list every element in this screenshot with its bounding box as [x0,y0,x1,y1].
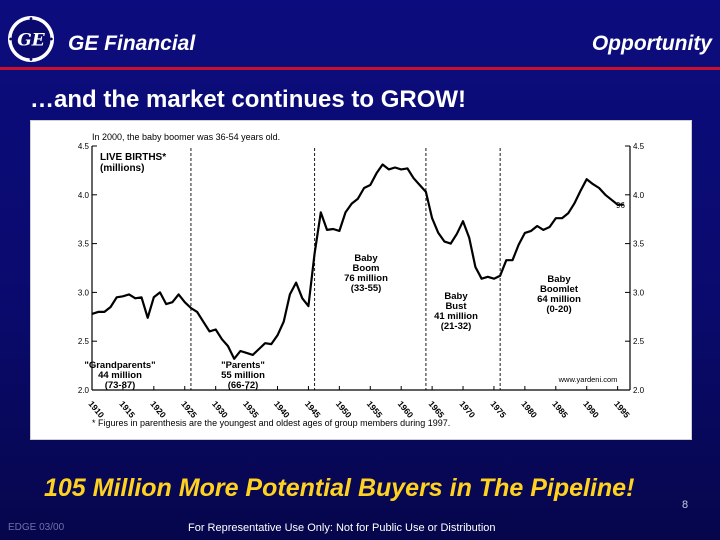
annotation-baby-boomlet: Baby Boomlet 64 million (0-20) [537,274,581,315]
annotation-line: "Grandparents" [84,360,155,371]
header-divider [0,67,720,70]
chart-series [91,163,624,360]
section-title: Opportunity [591,32,712,55]
annotation-line: (0-20) [546,304,571,315]
annotation-line: 76 million [344,273,388,284]
annotation-line: Baby [547,274,571,285]
annotation-line: 64 million [537,294,581,305]
slide-title: …and the market continues to GROW! [30,86,467,113]
y-tick-label: 4.5 [78,142,90,151]
tagline: 105 Million More Potential Buyers in The… [44,474,635,502]
y-tick-label: 2.0 [78,386,90,395]
chart-source: www.yardeni.com [558,375,618,384]
annotation-line: Baby [354,253,378,264]
y-tick-label: 2.5 [78,337,90,346]
live-births-line [91,163,624,360]
annotation-line: (21-32) [441,321,472,332]
chart-title: LIVE BIRTHS* [100,152,166,163]
y-tick-label: 3.0 [633,288,645,297]
page-number: 8 [682,499,689,511]
ge-logo-lettering: GE [17,31,46,51]
y-tick-label: 3.5 [633,240,645,249]
annotation-line: (73-87) [105,380,136,391]
chart-top-note: In 2000, the baby boomer was 36-54 years… [92,132,280,142]
annotation-line: "Parents" [221,360,265,371]
live-births-chart: In 2000, the baby boomer was 36-54 years… [30,120,692,440]
brand-name: GE Financial [68,32,196,55]
annotation-line: Boom [353,263,380,274]
y-tick-label: 3.5 [78,240,90,249]
y-tick-label: 4.0 [633,191,645,200]
annotation-line: (66-72) [228,380,259,391]
series-end-label: 96 [616,201,625,210]
annotation-line: Bust [445,301,467,312]
annotation-baby-boom: Baby Boom 76 million (33-55) [344,253,388,294]
y-tick-label: 4.5 [633,142,645,151]
annotation-line: 44 million [98,370,142,381]
ge-logo-icon: GE [8,16,54,62]
annotation-grandparents: "Grandparents" 44 million (73-87) [84,360,155,391]
chart-unit: (millions) [100,163,144,174]
annotation-line: Baby [444,291,468,302]
y-tick-label: 2.5 [633,337,645,346]
footer-disclaimer: For Representative Use Only: Not for Pub… [188,522,496,534]
annotation-line: 55 million [221,370,265,381]
annotation-line: Boomlet [540,284,579,295]
annotation-line: (33-55) [351,283,382,294]
chart-svg: In 2000, the baby boomer was 36-54 years… [30,120,692,440]
chart-frame [30,120,692,440]
annotation-baby-bust: Baby Bust 41 million (21-32) [434,291,478,332]
chart-footnote: * Figures in parenthesis are the younges… [92,418,450,428]
annotation-parents: "Parents" 55 million (66-72) [221,360,265,391]
y-tick-label: 2.0 [633,386,645,395]
footer-code: EDGE 03/00 [8,522,65,533]
y-tick-label: 3.0 [78,288,90,297]
y-tick-label: 4.0 [78,191,90,200]
annotation-line: 41 million [434,311,478,322]
